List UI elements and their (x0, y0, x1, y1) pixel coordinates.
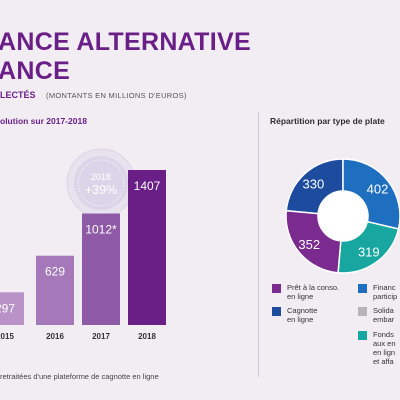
title-line-2: ANCE (0, 57, 71, 85)
donut-slice-label-352: 352 (298, 237, 320, 252)
legend-label: Solida embar (373, 306, 395, 324)
section-note: (MONTANTS EN MILLIONS D'EUROS) (46, 91, 187, 100)
legend-item: Cagnotte en ligne (272, 306, 317, 324)
bar-2016 (36, 255, 74, 325)
donut-hole (319, 192, 367, 240)
legend-label: Financ particip (373, 283, 398, 301)
annotation-year: 2018 (91, 172, 111, 182)
legend-swatch (272, 307, 281, 316)
legend-label: Fonds aux en en lign et affa (373, 330, 396, 366)
legend-swatch (272, 284, 281, 293)
bar-value-label-2016: 629 (45, 265, 65, 279)
legend-swatch (358, 331, 367, 340)
legend-swatch (358, 307, 367, 316)
title-line-1: ANCE ALTERNATIVE (0, 28, 251, 56)
donut-chart-title: Répartition par type de plate (270, 116, 385, 126)
donut-slice-label-402: 402 (367, 182, 389, 197)
bar-category-label-2018: 2018 (138, 332, 156, 341)
page-title: ANCE ALTERNATIVE ANCE (0, 28, 251, 86)
bar-value-label-2018: 1407 (134, 179, 161, 193)
legend-label: Prêt à la conso. en ligne (287, 283, 340, 301)
section-divider (258, 112, 259, 377)
legend-item: Solida embar (358, 306, 394, 324)
legend-label: Cagnotte en ligne (287, 306, 318, 324)
donut-slice-label-319: 319 (358, 245, 380, 260)
bar-2017 (82, 213, 120, 325)
donut-slice-330 (285, 158, 344, 215)
legend-swatch (358, 284, 367, 293)
bar-2018 (128, 170, 166, 325)
annotation-ring-inner (74, 156, 128, 210)
footnote: retraitées d'une plateforme de cagnotte … (0, 372, 159, 381)
annotation-ring-dots (77, 159, 125, 207)
section-label: LECTÉS (0, 90, 36, 100)
bar-chart-title: olution sur 2017-2018 (0, 116, 87, 126)
donut-slice-label-330: 330 (303, 176, 325, 191)
legend-item: Financ particip (358, 283, 397, 301)
bar-category-label-2017: 2017 (92, 332, 110, 341)
annotation-growth: +39% (85, 183, 117, 197)
bar-value-label-2017: 1012* (85, 223, 117, 237)
donut-slice-352 (285, 209, 342, 274)
legend-item: Prêt à la conso. en ligne (272, 283, 339, 301)
legend-item: Fonds aux en en lign et affa (358, 330, 396, 366)
section-header: LECTÉS (MONTANTS EN MILLIONS D'EUROS) (0, 90, 187, 100)
bar-category-label-2016: 2016 (46, 332, 64, 341)
bar-category-label-2015: 2015 (0, 332, 14, 341)
bar-value-label-2015: 297 (0, 301, 15, 315)
bar-2015 (0, 292, 24, 325)
